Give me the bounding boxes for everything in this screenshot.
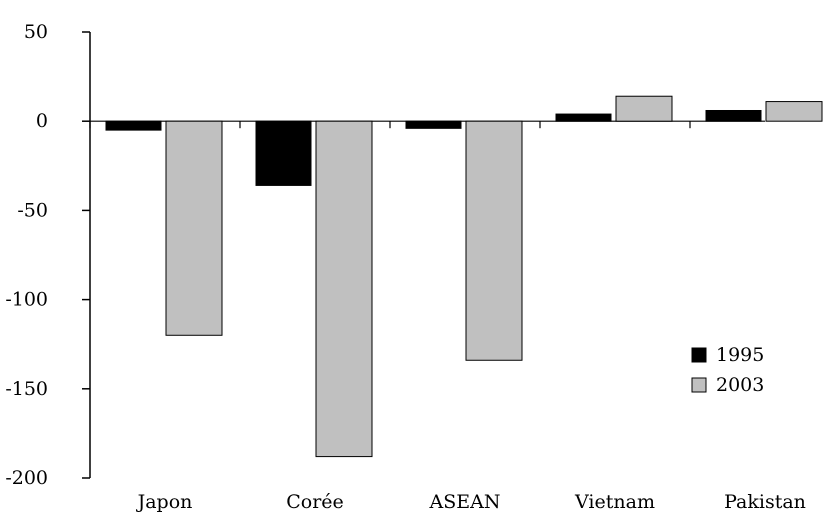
legend-label-2003: 2003	[716, 374, 764, 396]
bar-2003-japon	[165, 120, 223, 336]
axes: 50 0 -50 -100 -150 -200 Japon Corée ASEAN Vietnam…	[5, 21, 806, 513]
x-category-label: Japon	[136, 491, 193, 513]
legend: 1995 2003	[691, 344, 764, 396]
bar-1995-pakistan	[705, 109, 762, 122]
legend-swatch-1995	[691, 347, 707, 363]
x-category-label: Corée	[286, 491, 344, 513]
legend-label-1995: 1995	[716, 344, 764, 366]
bar-2003-vietnam	[615, 95, 673, 122]
bar-1995-asean	[405, 120, 462, 129]
y-tick-label: -100	[5, 289, 48, 311]
bar-1995-vietnam	[555, 113, 612, 122]
legend-swatch-2003	[691, 377, 707, 393]
y-tick-label: -150	[5, 378, 48, 400]
y-tick-label: -50	[17, 199, 48, 221]
bar-2003-asean	[465, 120, 523, 361]
bars	[105, 95, 823, 458]
bar-1995-corée	[255, 120, 312, 186]
y-tick-label: -200	[5, 467, 48, 489]
x-category-label: ASEAN	[429, 491, 501, 513]
bar-2003-pakistan	[765, 101, 823, 122]
y-tick-label: 0	[36, 110, 48, 132]
x-category-label: Pakistan	[724, 491, 806, 513]
bar-1995-japon	[105, 120, 162, 131]
x-category-label: Vietnam	[574, 491, 655, 513]
y-tick-label: 50	[24, 21, 48, 43]
bar-2003-corée	[315, 120, 373, 458]
